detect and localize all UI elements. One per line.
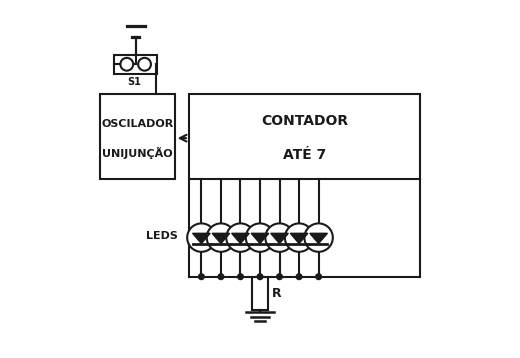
Bar <box>189 94 420 179</box>
Circle shape <box>265 223 294 252</box>
Polygon shape <box>212 233 230 243</box>
Text: UNIJUNÇÃO: UNIJUNÇÃO <box>102 147 173 159</box>
Text: OSCILADOR: OSCILADOR <box>101 118 174 129</box>
Circle shape <box>138 58 151 71</box>
Polygon shape <box>271 233 289 243</box>
Bar <box>100 94 175 179</box>
Polygon shape <box>290 233 308 243</box>
Circle shape <box>199 274 204 280</box>
Text: CONTADOR: CONTADOR <box>261 114 348 128</box>
Polygon shape <box>310 233 328 243</box>
Circle shape <box>246 223 274 252</box>
Bar <box>114 55 157 74</box>
Circle shape <box>121 58 133 71</box>
Polygon shape <box>231 233 249 243</box>
Circle shape <box>277 274 282 280</box>
Bar <box>252 277 268 310</box>
Circle shape <box>207 223 235 252</box>
Circle shape <box>296 274 302 280</box>
Text: ATÉ 7: ATÉ 7 <box>283 148 326 162</box>
Text: S1: S1 <box>127 77 141 87</box>
Circle shape <box>285 223 313 252</box>
Polygon shape <box>251 233 269 243</box>
Circle shape <box>304 223 333 252</box>
Circle shape <box>187 223 216 252</box>
Text: LEDS: LEDS <box>147 231 178 241</box>
Circle shape <box>316 274 321 280</box>
Circle shape <box>226 223 255 252</box>
Polygon shape <box>192 233 210 243</box>
Circle shape <box>238 274 243 280</box>
Circle shape <box>257 274 263 280</box>
Text: R: R <box>272 287 282 300</box>
Circle shape <box>218 274 224 280</box>
